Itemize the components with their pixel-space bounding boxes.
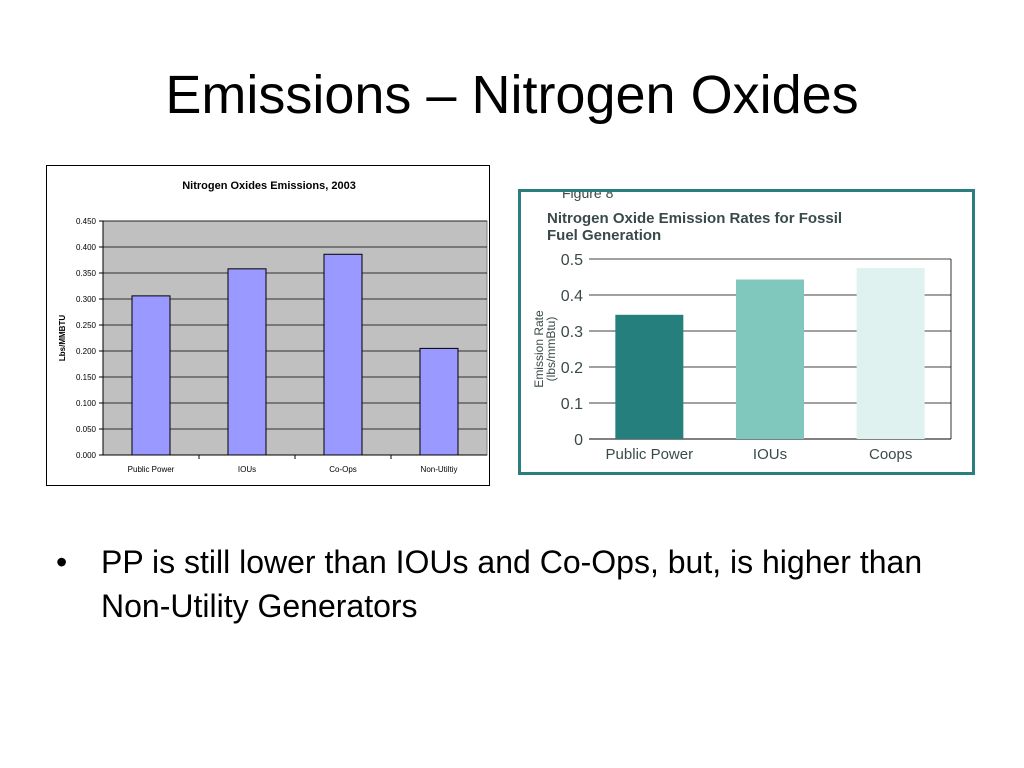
x-tick-label: IOUs (753, 446, 787, 463)
y-axis-label-line: (lbs/mmBtu) (544, 317, 558, 382)
y-tick-label: 0.400 (76, 243, 97, 252)
bar (856, 268, 925, 439)
slide-title: Emissions – Nitrogen Oxides (165, 65, 859, 125)
chart-title: Nitrogen Oxide Emission Rates for Fossil… (547, 210, 842, 244)
y-tick-label: 0.200 (76, 347, 97, 356)
y-tick-label: 0.2 (561, 360, 583, 377)
figure-label-gap (549, 192, 639, 198)
x-tick-label: Co-Ops (329, 465, 357, 474)
y-tick-label: 0.000 (76, 451, 97, 460)
y-tick-label: 0.450 (76, 217, 97, 226)
chart-nox-2003-svg: Nitrogen Oxides Emissions, 2003 0.000 0.05… (58, 180, 488, 474)
y-tick-label: 0.250 (76, 321, 97, 330)
bar (323, 253, 363, 456)
y-tick-label: 0 (574, 432, 583, 449)
y-tick-label: 0.300 (76, 295, 97, 304)
y-axis-label: Lbs/MMBTU (58, 315, 67, 361)
chart-title: Nitrogen Oxides Emissions, 2003 (182, 180, 356, 192)
y-tick-label: 0.3 (561, 324, 583, 341)
bar (227, 268, 267, 456)
x-tick-label: Coops (869, 446, 912, 463)
x-tick-label: Public Power (128, 465, 175, 474)
bar (736, 279, 804, 439)
chart-title-line: Fuel Generation (547, 227, 661, 244)
x-tick-label: Public Power (606, 446, 694, 463)
y-tick-label: 0.1 (561, 396, 583, 413)
y-axis-label-line: Emission Rate (532, 310, 546, 388)
y-tick-label: 0.350 (76, 269, 97, 278)
x-tick-label: IOUs (238, 465, 256, 474)
chart-figure-8: Figure 8 Nitrogen Oxide Emission Rates fo… (518, 185, 975, 475)
figure-label: Figure 8 (562, 192, 614, 201)
chart-title-line: Nitrogen Oxide Emission Rates for Fossil (547, 210, 842, 227)
y-axis-label: Emission Rate(lbs/mmBtu) (532, 310, 558, 388)
bar (419, 347, 459, 456)
y-tick-label: 0.150 (76, 373, 97, 382)
x-tick-label: Non-Utiltiy (421, 465, 458, 474)
y-tick-label: 0.5 (561, 252, 583, 269)
bullet-text: PP is still lower than IOUs and Co-Ops, … (101, 544, 923, 624)
y-tick-label: 0.100 (76, 399, 97, 408)
bar (615, 314, 684, 439)
chart-nox-2003: Nitrogen Oxides Emissions, 2003 0.000 0.05… (46, 165, 490, 486)
chart-figure-8-svg: Figure 8 Nitrogen Oxide Emission Rates fo… (532, 185, 952, 463)
y-tick-label: 0.4 (561, 288, 583, 305)
bullet-marker: • (56, 544, 68, 580)
y-tick-label: 0.050 (76, 425, 97, 434)
bar (131, 295, 171, 456)
